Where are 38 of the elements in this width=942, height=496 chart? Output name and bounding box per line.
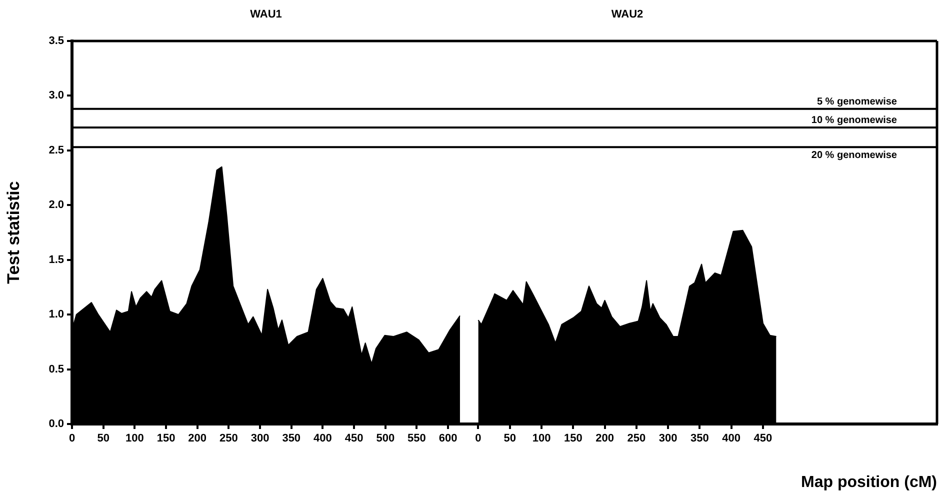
x-tick-label: 50 bbox=[97, 432, 110, 445]
x-tick-label: 350 bbox=[690, 432, 709, 445]
x-tick-label: 400 bbox=[722, 432, 741, 445]
x-tick-label: 400 bbox=[314, 432, 332, 445]
ref-line-label: 20 % genomewise bbox=[811, 150, 898, 161]
x-tick-label: 0 bbox=[68, 432, 76, 445]
x-tick-label: 300 bbox=[658, 432, 678, 445]
y-tick-label: 2.0 bbox=[48, 199, 64, 212]
y-tick-label: 3.0 bbox=[48, 90, 64, 102]
x-tick-label: 600 bbox=[438, 432, 458, 445]
y-tick-label: 0.5 bbox=[48, 363, 64, 376]
y-axis-title: Test statistic bbox=[4, 181, 23, 284]
x-tick-label: 100 bbox=[532, 432, 551, 445]
x-tick-label: 250 bbox=[220, 432, 238, 445]
x-tick-label: 450 bbox=[754, 432, 772, 445]
x-tick-label: 200 bbox=[596, 432, 614, 445]
y-tick-label: 2.5 bbox=[48, 144, 64, 156]
x-tick-label: 250 bbox=[627, 432, 646, 445]
y-tick-label: 1.0 bbox=[48, 308, 64, 321]
ref-line-label: 5 % genomewise bbox=[816, 96, 898, 108]
x-tick-label: 350 bbox=[282, 432, 301, 445]
x-tick-label: 200 bbox=[188, 432, 207, 445]
x-tick-label: 300 bbox=[250, 432, 270, 445]
y-tick-label: 3.5 bbox=[48, 35, 64, 48]
y-tick-label: 0.0 bbox=[48, 418, 64, 430]
y-tick-label: 1.5 bbox=[48, 254, 64, 266]
x-tick-label: 550 bbox=[408, 432, 426, 445]
x-tick-label: 450 bbox=[344, 432, 364, 445]
ref-line-label: 10 % genomewise bbox=[811, 115, 898, 126]
x-tick-label: 500 bbox=[376, 432, 395, 445]
x-tick-label: 0 bbox=[475, 432, 482, 445]
x-tick-label: 150 bbox=[564, 432, 582, 445]
chart-title: WAU2 bbox=[611, 8, 644, 21]
x-tick-label: 50 bbox=[504, 432, 516, 445]
chart-title: WAU1 bbox=[250, 8, 282, 21]
x-tick-label: 150 bbox=[156, 432, 176, 445]
x-axis-title: Map position (cM) bbox=[801, 474, 937, 491]
x-tick-label: 100 bbox=[125, 432, 144, 445]
